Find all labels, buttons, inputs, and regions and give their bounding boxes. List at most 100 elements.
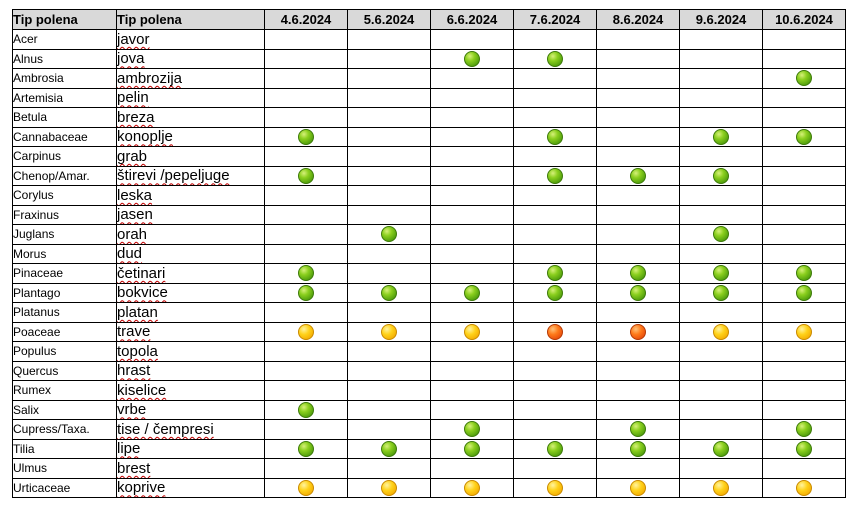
header-row: Tip polena Tip polena 4.6.2024 5.6.2024 … [12,9,846,30]
pollen-table-body: Acer javor Alnus jova Ambrosia ambrozija Artem… [12,29,846,498]
yellow-level-dot-icon [630,479,646,496]
local-name-cell: platan [116,302,265,323]
green-level-dot-icon [381,284,397,301]
level-cell [347,126,431,147]
level-cell [762,68,846,89]
green-level-dot-icon [713,284,729,301]
level-cell [762,48,846,69]
level-cell [596,165,680,186]
green-level-dot-icon [381,226,397,243]
latin-name-cell: Ulmus [12,458,117,479]
level-cell [347,48,431,69]
header-date: 4.6.2024 [264,9,348,30]
latin-name-cell: Salix [12,399,117,420]
latin-name-cell: Morus [12,243,117,264]
green-level-dot-icon [547,50,563,67]
level-cell [596,87,680,108]
level-cell [264,204,348,225]
level-cell [513,165,597,186]
level-cell [513,204,597,225]
table-row: Plantago bokvice [12,282,846,303]
level-cell [264,126,348,147]
level-cell [347,185,431,206]
level-cell [513,185,597,206]
latin-name-cell: Artemisia [12,87,117,108]
level-cell [430,438,514,459]
local-name-cell: pelin [116,87,265,108]
latin-name-cell: Betula [12,107,117,128]
level-cell [596,380,680,401]
local-name-cell: brest [116,458,265,479]
yellow-level-dot-icon [713,479,729,496]
green-level-dot-icon [630,440,646,457]
table-row: Morus dud [12,243,846,264]
level-cell [264,302,348,323]
level-cell [513,341,597,362]
level-cell [430,48,514,69]
level-cell [264,341,348,362]
green-level-dot-icon [298,440,314,457]
level-cell [347,107,431,128]
level-cell [430,341,514,362]
local-name-cell: ambrozija [116,68,265,89]
local-name-cell: breza [116,107,265,128]
level-cell [264,360,348,381]
green-level-dot-icon [298,128,314,145]
header-date: 8.6.2024 [596,9,680,30]
level-cell [513,438,597,459]
green-level-dot-icon [464,421,480,438]
level-cell [679,438,763,459]
level-cell [347,224,431,245]
level-cell [513,224,597,245]
level-cell [513,29,597,50]
table-row: Ambrosia ambrozija [12,68,846,89]
level-cell [762,282,846,303]
local-name-cell: četinari [116,263,265,284]
orange-level-dot-icon [630,323,646,340]
local-name-cell: tise / čempresi [116,419,265,440]
level-cell [596,126,680,147]
local-name-cell: kiselice [116,380,265,401]
green-level-dot-icon [630,284,646,301]
green-level-dot-icon [464,284,480,301]
level-cell [762,380,846,401]
level-cell [596,29,680,50]
level-cell [679,302,763,323]
level-cell [679,204,763,225]
level-cell [596,302,680,323]
level-cell [430,399,514,420]
level-cell [513,321,597,342]
level-cell [264,321,348,342]
local-name-cell: orah [116,224,265,245]
level-cell [679,263,763,284]
green-level-dot-icon [547,167,563,184]
level-cell [347,165,431,186]
level-cell [264,107,348,128]
level-cell [347,29,431,50]
table-row: Platanus platan [12,302,846,323]
level-cell [762,87,846,108]
header-date: 7.6.2024 [513,9,597,30]
level-cell [679,399,763,420]
level-cell [762,243,846,264]
local-name-cell: konoplje [116,126,265,147]
latin-name-cell: Carpinus [12,146,117,167]
table-row: Salix vrbe [12,399,846,420]
green-level-dot-icon [796,284,812,301]
level-cell [596,243,680,264]
yellow-level-dot-icon [464,479,480,496]
table-row: Populus topola [12,341,846,362]
latin-name-cell: Pinaceae [12,263,117,284]
table-row: Acer javor [12,29,846,50]
green-level-dot-icon [796,421,812,438]
level-cell [762,477,846,498]
level-cell [762,204,846,225]
level-cell [679,224,763,245]
level-cell [513,282,597,303]
level-cell [513,48,597,69]
level-cell [679,165,763,186]
green-level-dot-icon [547,440,563,457]
level-cell [762,341,846,362]
local-name-cell: jasen [116,204,265,225]
local-name-cell: jova [116,48,265,69]
